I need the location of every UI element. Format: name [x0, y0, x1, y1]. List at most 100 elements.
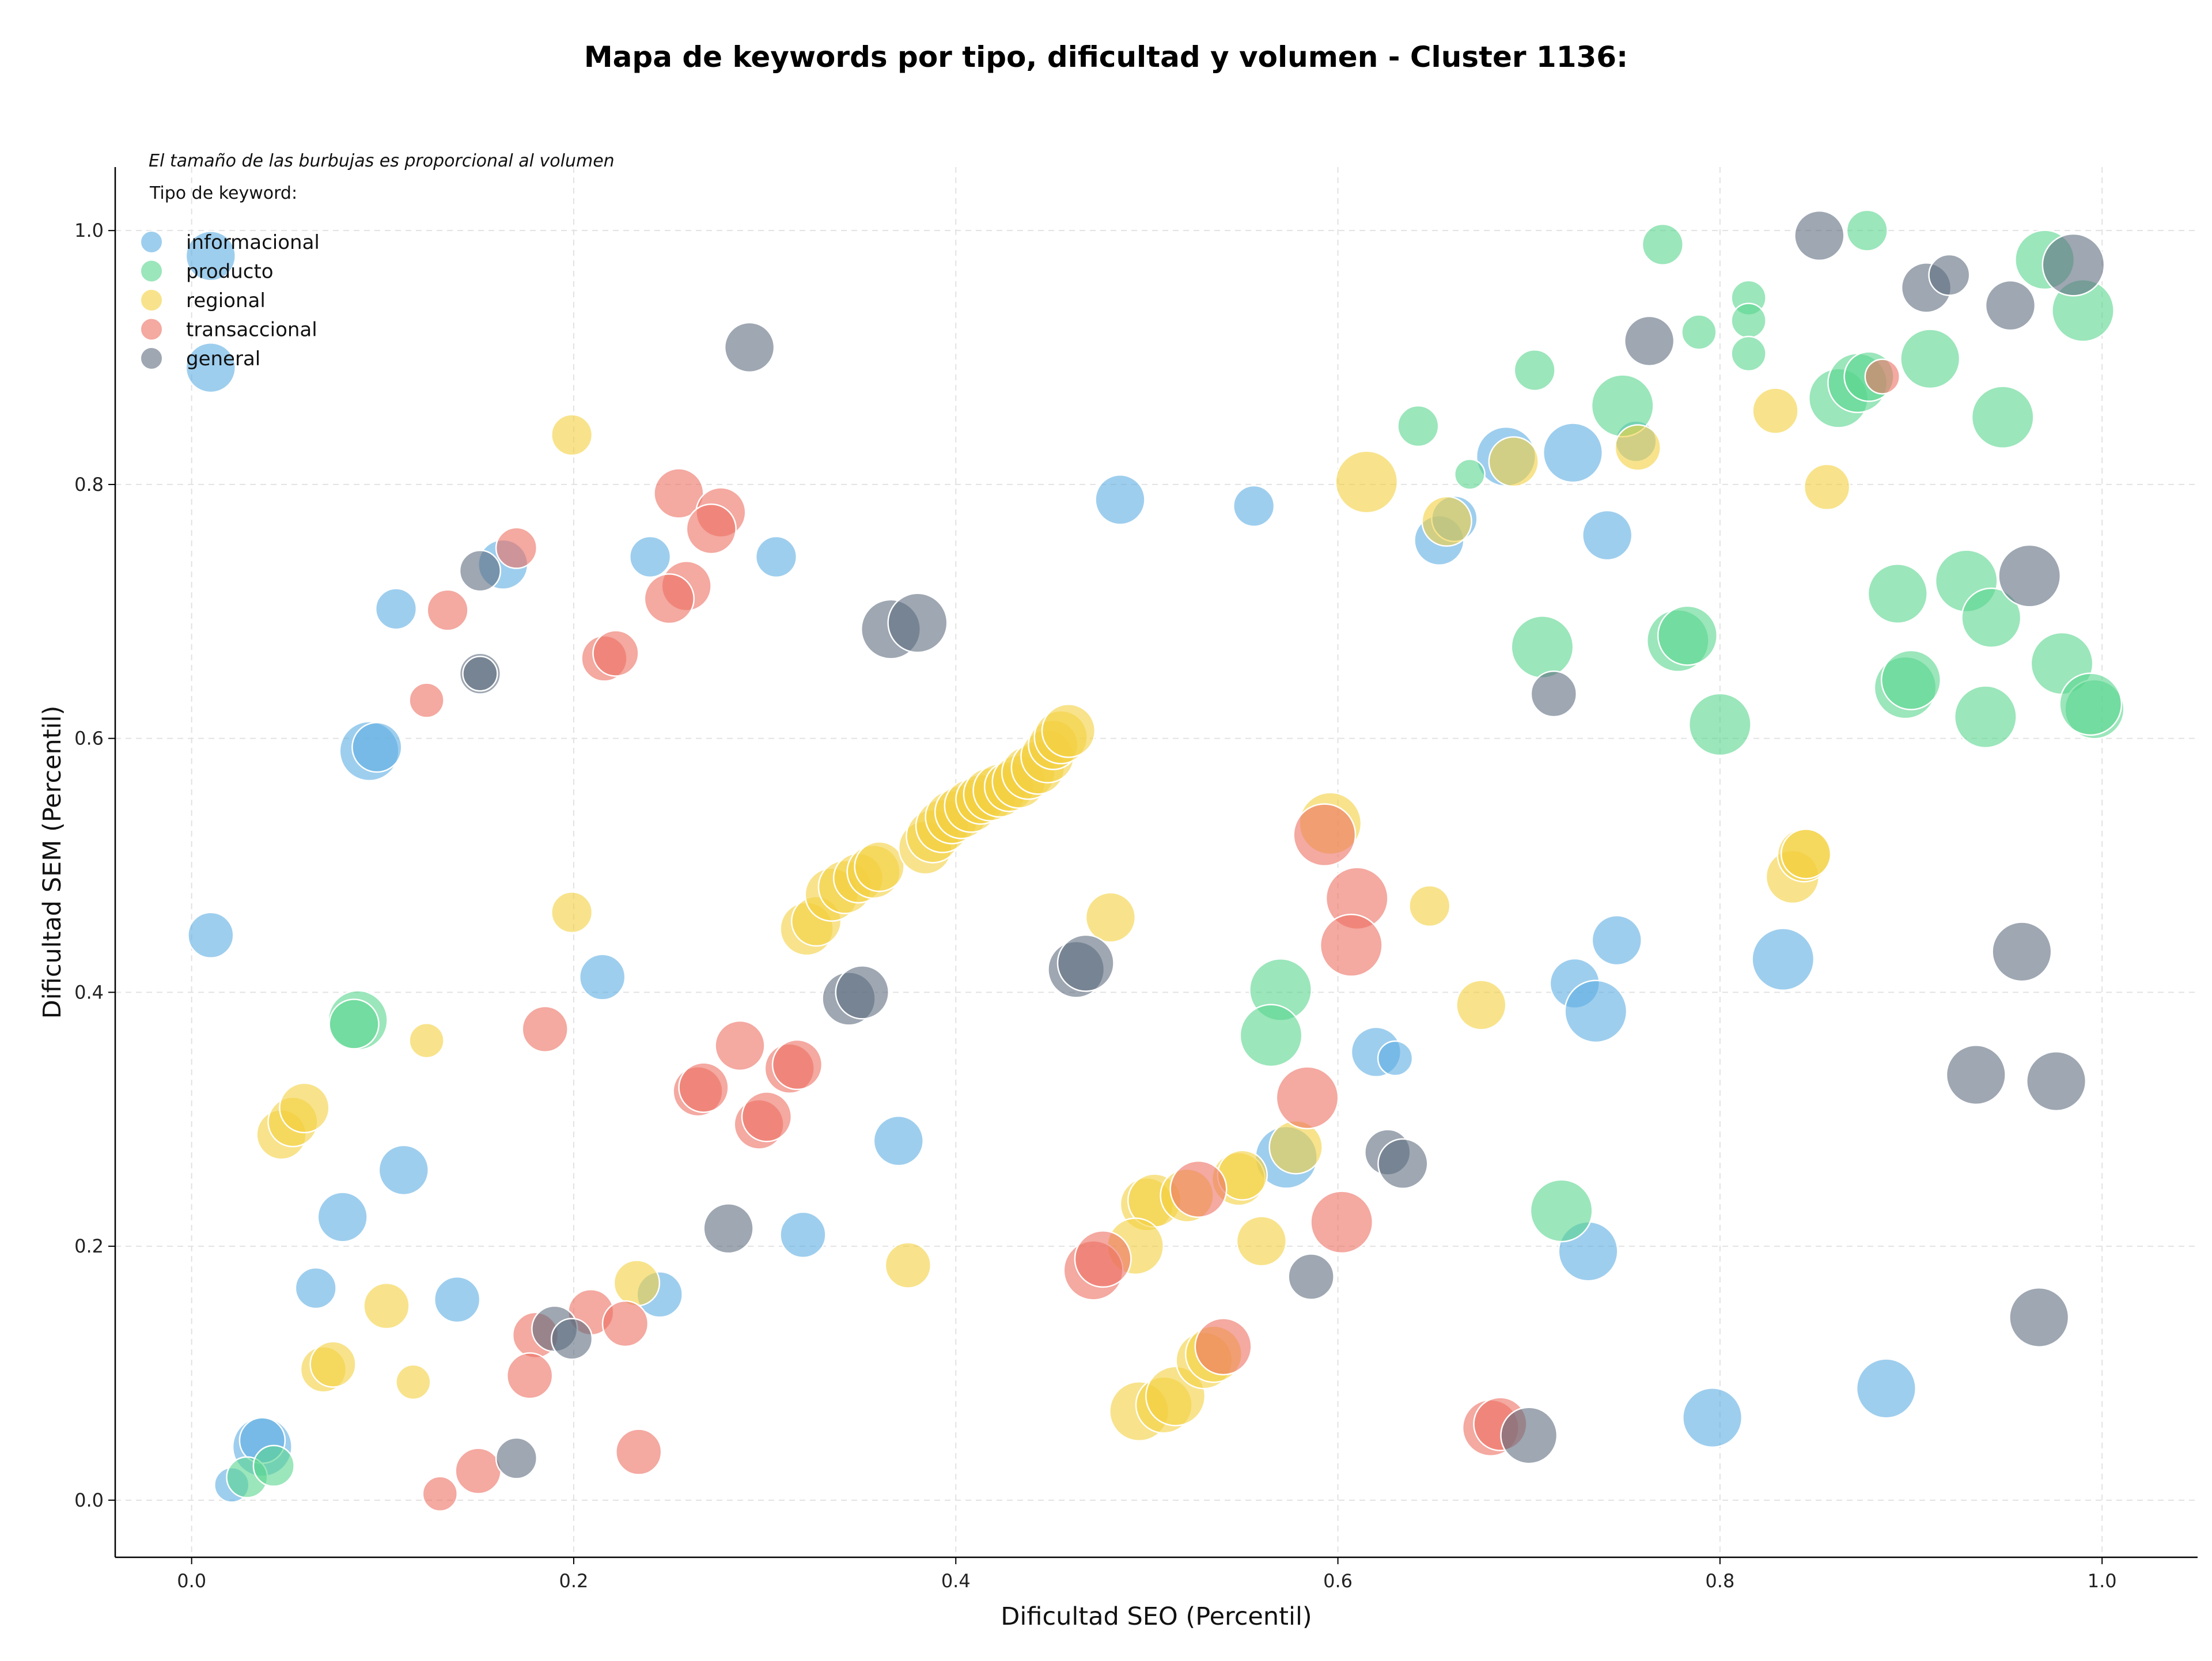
bubble-regional: [1803, 463, 1851, 511]
bubble-producto: [1657, 605, 1718, 666]
bubble-producto: [1641, 223, 1684, 266]
bubble-general: [835, 965, 889, 1020]
bubble-regional: [551, 891, 593, 934]
size-note: El tamaño de las burbujas es proporciona…: [149, 151, 615, 171]
legend-label-regional: regional: [186, 289, 266, 312]
bubble-informacional: [1751, 928, 1815, 992]
bubble-regional: [395, 1364, 431, 1401]
bubble-transaccional: [408, 682, 445, 718]
bubble-general: [1500, 1406, 1558, 1465]
bubble-informacional: [1094, 474, 1146, 525]
bubble-producto: [328, 998, 380, 1050]
bubble-informacional: [1582, 509, 1633, 561]
x-tick-label: 0.2: [559, 1570, 589, 1592]
bubble-informacional: [1682, 1387, 1743, 1448]
bubble-informacional: [873, 1115, 924, 1167]
bubble-regional: [854, 841, 905, 892]
bubble-regional: [1268, 1119, 1323, 1175]
bubble-producto: [1688, 693, 1752, 756]
legend-marker-producto: [140, 259, 163, 283]
bubble-transaccional: [1074, 1230, 1132, 1288]
legend-marker-informacional: [140, 230, 163, 253]
bubble-transaccional: [615, 1428, 662, 1475]
bubble-regional: [309, 1341, 357, 1388]
bubble-regional: [1335, 450, 1399, 514]
bubble-general: [459, 550, 502, 592]
bubble-transaccional: [454, 1447, 502, 1494]
x-tick-label: 0.8: [1705, 1570, 1734, 1592]
x-axis-label: Dificultad SEO (Percentil): [1001, 1602, 1312, 1631]
bubble-regional: [551, 414, 593, 456]
bubble-informacional: [433, 1276, 481, 1323]
bubble-general: [1287, 1253, 1335, 1300]
bubble-informacional: [185, 342, 237, 394]
bubble-informacional: [1377, 1040, 1414, 1077]
bubble-regional: [1408, 884, 1451, 928]
bubble-general: [2041, 233, 2105, 297]
bubble-producto: [1953, 685, 2017, 749]
bubble-regional: [1041, 703, 1096, 758]
bubble-transaccional: [521, 1005, 569, 1053]
bubble-informacional: [1591, 914, 1642, 966]
bubble-transaccional: [495, 527, 538, 569]
x-tick-label: 0.4: [941, 1570, 971, 1592]
bubble-general: [703, 1203, 754, 1254]
bubble-producto: [1971, 385, 2035, 449]
bubble-regional: [363, 1282, 410, 1330]
bubble-general: [551, 1318, 593, 1360]
bubble-producto: [1453, 458, 1486, 490]
bubble-regional: [1488, 436, 1539, 487]
bubble-informacional: [294, 1267, 337, 1310]
bubble-producto: [1529, 1179, 1593, 1243]
bubble-transaccional: [653, 468, 704, 519]
bubble-informacional: [1233, 485, 1275, 527]
bubble-transaccional: [1864, 358, 1900, 395]
bubble-regional: [1236, 1216, 1287, 1267]
bubble-general: [1794, 210, 1845, 262]
y-tick-label: 0.4: [74, 981, 104, 1003]
y-tick-label: 0.0: [74, 1489, 104, 1511]
bubble-transaccional: [771, 1039, 823, 1091]
bubble-producto: [1681, 314, 1717, 350]
bubble-regional: [613, 1259, 661, 1307]
legend-label-transaccional: transaccional: [186, 319, 317, 342]
bubble-regional: [1456, 979, 1507, 1031]
bubble-producto: [1846, 209, 1888, 252]
bubble-transaccional: [678, 1062, 729, 1113]
bubble-informacional: [755, 535, 798, 578]
bubble-regional: [884, 1242, 932, 1289]
x-tick-label: 0.6: [1323, 1570, 1353, 1592]
legend: El tamaño de las burbujas es proporciona…: [140, 151, 615, 370]
legend-marker-general: [140, 347, 163, 370]
bubble-transaccional: [1169, 1160, 1228, 1218]
bubble-informacional: [779, 1211, 827, 1258]
bubble-transaccional: [592, 630, 639, 677]
bubble-producto: [1510, 615, 1574, 679]
bubble-general: [462, 656, 498, 692]
bubble-transaccional: [685, 503, 737, 555]
legend-label-producto: producto: [186, 260, 274, 283]
bubble-general: [887, 592, 948, 653]
bubble-regional: [1421, 495, 1472, 547]
legend-marker-transaccional: [140, 317, 163, 341]
bubble-producto: [1730, 302, 1767, 339]
bubble-regional: [279, 1082, 330, 1134]
bubble-producto: [1867, 563, 1928, 624]
y-tick-label: 1.0: [74, 220, 104, 241]
bubble-general: [495, 1437, 538, 1480]
bubble-general: [1530, 670, 1578, 718]
bubble-informacional: [317, 1191, 368, 1243]
bubble-producto: [1397, 404, 1440, 448]
bubble-informacional: [1855, 1358, 1916, 1419]
y-tick-label: 0.6: [74, 728, 104, 750]
bubble-transaccional: [1275, 1066, 1339, 1130]
bubble-general: [1984, 280, 2036, 331]
chart-title: Mapa de keywords por tipo, dificultad y …: [584, 40, 1628, 74]
bubble-general: [1998, 544, 2062, 608]
bubble-informacional: [374, 588, 418, 630]
bubble-transaccional: [601, 1300, 649, 1348]
bubble-informacional: [579, 954, 626, 1001]
bubble-general: [2026, 1051, 2087, 1112]
axes: 0.0 0.2 0.4 0.6 0.8 1.0 0.0 0.2 0.4 0.6 0.8 1.0 Difi…: [38, 167, 2198, 1631]
